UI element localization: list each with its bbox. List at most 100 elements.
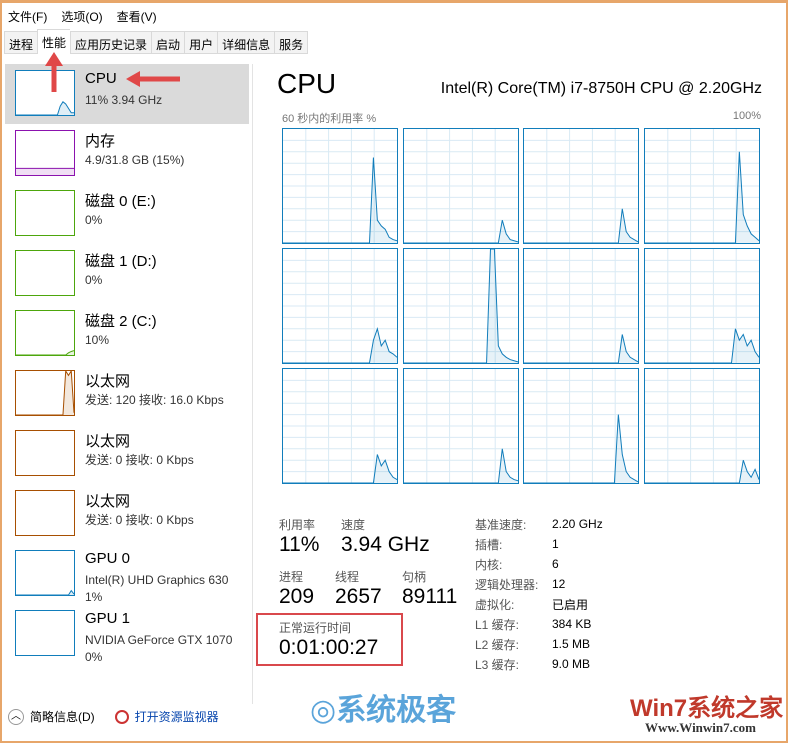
watermark-win7: Win7系统之家 — [630, 695, 784, 722]
brief-info-button[interactable]: 简略信息(D) — [30, 710, 95, 724]
sidebar-item[interactable]: 内存 4.9/31.8 GB (15%) — [5, 124, 249, 184]
area-fill — [524, 334, 638, 363]
sidebar-item-detail: 4.9/31.8 GB (15%) — [85, 153, 185, 167]
highlight-box — [256, 613, 403, 666]
info-value: 已启用 — [552, 597, 589, 612]
resource-monitor-icon — [114, 709, 129, 724]
core-graph — [643, 128, 760, 244]
menu-item[interactable]: 选项(O) — [61, 10, 103, 24]
thumbnail-graph — [15, 130, 75, 176]
usage-line — [16, 371, 74, 415]
tab-1[interactable]: 性能 — [37, 29, 71, 54]
sidebar-item-detail: NVIDIA GeForce GTX 1070 0% — [85, 633, 233, 664]
gridlines — [644, 369, 759, 483]
thumbnail-line — [16, 101, 74, 115]
core-graph — [643, 248, 760, 364]
usage-line — [283, 157, 397, 243]
info-value: 2.20 GHz — [552, 517, 603, 531]
info-row: 内核: 6 — [475, 554, 603, 574]
core-graph — [282, 248, 398, 364]
core-graph — [643, 368, 760, 484]
usage-line — [524, 208, 638, 243]
divider — [252, 64, 253, 704]
gridlines — [283, 129, 397, 243]
area-fill — [16, 168, 74, 175]
watermark-xitongjike: ◎系统极客 — [310, 694, 457, 727]
sidebar-item-detail: 发送: 0 接收: 0 Kbps — [85, 513, 194, 527]
tab-6[interactable]: 服务 — [274, 31, 309, 54]
info-value: 1 — [552, 537, 559, 551]
thread-value: 2657 — [335, 585, 382, 608]
area-fill — [16, 101, 74, 115]
usage-line — [403, 448, 518, 483]
area-fill — [283, 454, 397, 483]
sidebar-item-detail: 10% — [85, 333, 110, 347]
usage-line — [16, 350, 74, 355]
tab-5[interactable]: 详细信息 — [217, 31, 275, 54]
info-row: 逻辑处理器: 12 — [475, 574, 603, 594]
handle-value: 89111 — [402, 585, 458, 608]
thumbnail-line — [16, 431, 74, 475]
tab-2[interactable]: 应用历史记录 — [70, 31, 152, 54]
usage-line — [16, 101, 74, 115]
sidebar-item-detail: 11% 3.94 GHz — [85, 93, 163, 107]
info-value: 9.0 MB — [552, 657, 591, 671]
sidebar-item[interactable]: GPU 1 NVIDIA GeForce GTX 1070 0% — [5, 604, 249, 664]
info-row: L2 缓存: 1.5 MB — [475, 634, 603, 654]
gridlines — [403, 129, 518, 243]
sidebar-item[interactable]: 以太网 发送: 120 接收: 16.0 Kbps — [5, 364, 249, 424]
tab-3[interactable]: 启动 — [151, 31, 185, 54]
core-graph — [523, 368, 639, 484]
area-fill — [16, 350, 74, 355]
area-fill — [524, 208, 638, 243]
sidebar-item-name: 磁盘 0 (E:) — [85, 193, 156, 210]
area-fill — [16, 590, 74, 595]
sidebar-item-name: 磁盘 1 (D:) — [85, 253, 157, 270]
gridlines — [283, 249, 397, 363]
area-fill — [283, 157, 397, 243]
thread-label: 线程 — [335, 570, 360, 584]
gridlines — [644, 249, 759, 363]
info-value: 6 — [552, 557, 559, 571]
resource-monitor-link[interactable]: 打开资源监视器 — [134, 710, 219, 724]
sidebar-item[interactable]: GPU 0 Intel(R) UHD Graphics 630 1% — [5, 544, 249, 604]
sidebar-item-name: GPU 1 — [85, 610, 131, 627]
usage-line — [16, 589, 74, 595]
tab-0[interactable]: 进程 — [4, 31, 38, 54]
sidebar-item[interactable]: 磁盘 1 (D:) 0% — [5, 244, 249, 304]
footer: ︿ 简略信息(D) 打开资源监视器 — [8, 708, 219, 725]
sidebar-item[interactable]: 以太网 发送: 0 接收: 0 Kbps — [5, 484, 249, 544]
info-key: L3 缓存: — [475, 657, 520, 672]
core-usage-line — [644, 328, 759, 363]
sidebar-item-detail: 0% — [85, 273, 103, 287]
tab-4[interactable]: 用户 — [184, 31, 218, 54]
core-usage-line — [403, 220, 518, 243]
menu-item[interactable]: 文件(F) — [8, 10, 48, 24]
sidebar-item[interactable]: 磁盘 0 (E:) 0% — [5, 184, 249, 244]
thumbnail-line — [16, 491, 74, 535]
cpu-model: Intel(R) Core(TM) i7-8750H CPU @ 2.20GHz — [440, 80, 762, 97]
handle-label: 句柄 — [402, 570, 427, 584]
area-fill — [403, 448, 518, 483]
collapse-icon[interactable]: ︿ — [8, 708, 24, 725]
thumbnail-graph — [15, 430, 75, 476]
thumbnail-graph — [15, 310, 75, 356]
core-usage-line — [403, 448, 518, 483]
gridlines — [403, 369, 518, 483]
sidebar-item[interactable]: 磁盘 2 (C:) 10% — [5, 304, 249, 364]
info-key: 内核: — [475, 557, 503, 572]
thumbnail-graph — [15, 250, 75, 296]
core-graph — [402, 368, 519, 484]
sidebar-item[interactable]: 以太网 发送: 0 接收: 0 Kbps — [5, 424, 249, 484]
info-key: L2 缓存: — [475, 637, 520, 652]
sidebar-item[interactable]: CPU 11% 3.94 GHz — [5, 64, 249, 124]
info-row: L1 缓存: 384 KB — [475, 614, 603, 634]
menu-item[interactable]: 查看(V) — [116, 10, 157, 24]
gridlines — [403, 249, 518, 363]
info-row: 插槽: 1 — [475, 534, 603, 554]
tab-bar: 进程 性能 应用历史记录 启动 用户 详细信息 服务 — [4, 29, 309, 54]
usage-line — [403, 220, 518, 243]
uptime-value: 0:01:00:27 — [279, 636, 379, 659]
info-row: L3 缓存: 9.0 MB — [475, 654, 603, 674]
thumbnail-line — [16, 611, 74, 655]
